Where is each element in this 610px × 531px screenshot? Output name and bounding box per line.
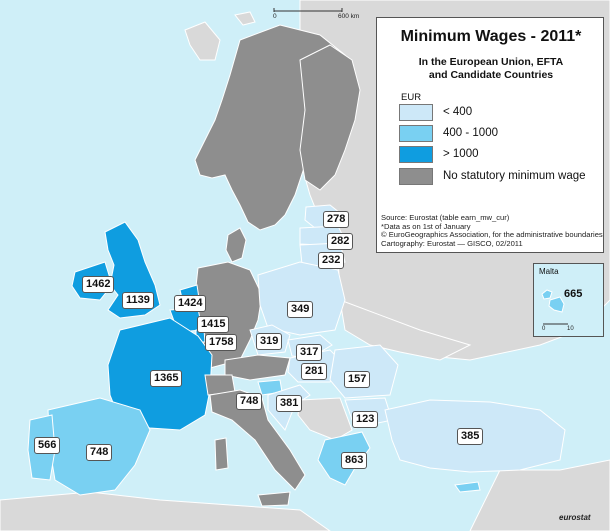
legend-label: > 1000 (443, 148, 479, 160)
note-line: *Data as on 1st of January (381, 221, 471, 231)
legend-item: > 1000 (399, 146, 599, 164)
middle-east (469, 459, 610, 531)
note-line: Cartography: Eurostat — GISCO, 02/2011 (381, 238, 523, 248)
value-label-slovenia: 748 (236, 393, 263, 410)
value-label-netherlands: 1424 (174, 295, 207, 312)
value-label-ireland: 1462 (82, 276, 115, 293)
malta-inset: Malta 665 0 10 (533, 263, 604, 337)
value-label-belgium: 1415 (197, 316, 230, 333)
value-label-croatia: 381 (276, 395, 303, 412)
value-label-spain: 748 (86, 444, 113, 461)
denmark-region (225, 227, 247, 263)
sicily-region (257, 491, 291, 507)
legend-label: 400 - 1000 (443, 127, 498, 139)
subtitle-line: In the European Union, EFTA (418, 56, 564, 68)
value-label-bulgaria: 123 (352, 411, 379, 428)
value-label-greece: 863 (341, 452, 368, 469)
legend-label: < 400 (443, 106, 473, 118)
value-label-poland: 349 (287, 301, 314, 318)
note-line: Source: Eurostat (table earn_mw_cur) (381, 213, 510, 222)
cyprus-region (454, 481, 481, 493)
gozo-island (541, 289, 553, 300)
scale-bar-zero: 0 (273, 13, 277, 20)
legend-label: No statutory minimum wage (443, 170, 586, 182)
legend-item: No statutory minimum wage (399, 168, 599, 186)
north-africa (0, 491, 331, 531)
malta-island (548, 296, 565, 313)
value-label-estonia: 278 (323, 211, 350, 228)
value-label-malta: 665 (564, 288, 583, 300)
value-label-slovakia: 317 (296, 344, 323, 361)
value-label-romania: 157 (344, 371, 371, 388)
malta-inset-map (541, 289, 568, 325)
legend-swatch (399, 125, 433, 142)
value-label-lithuania: 232 (318, 252, 345, 269)
legend-panel: Minimum Wages - 2011* In the European Un… (376, 17, 604, 253)
value-label-czech: 319 (256, 333, 283, 350)
malta-scale-zero: 0 (542, 326, 546, 332)
source-notes: Source: Eurostat (table earn_mw_cur) *Da… (381, 213, 603, 248)
legend-item: < 400 (399, 104, 599, 122)
subtitle-line: and Candidate Countries (428, 69, 554, 81)
iceland-faroe (184, 21, 221, 61)
note-line: © EuroGeographics Association, for the a… (381, 230, 603, 240)
value-label-luxembourg: 1758 (205, 334, 238, 351)
scale-bar-end: 600 km (338, 13, 360, 20)
malta-inset-title: Malta (539, 267, 559, 276)
value-label-france: 1365 (150, 370, 183, 387)
poland-region (257, 261, 346, 336)
map-subtitle: In the European Union, EFTA and Candidat… (377, 56, 605, 82)
legend-swatch (399, 104, 433, 121)
map-title: Minimum Wages - 2011* (400, 28, 582, 45)
value-label-portugal: 566 (34, 437, 61, 454)
value-label-uk: 1139 (122, 292, 154, 309)
svalbard (234, 11, 256, 26)
legend-swatch (399, 146, 433, 163)
malta-scale-ten: 10 (567, 326, 574, 332)
legend-item: 400 - 1000 (399, 125, 599, 143)
value-label-hungary: 281 (301, 363, 328, 380)
legend-swatch (399, 168, 433, 185)
legend-unit: EUR (401, 92, 422, 103)
ukraine-moldova (339, 299, 472, 361)
finland-region (299, 44, 361, 191)
sardinia-region (214, 437, 229, 471)
value-label-latvia: 282 (327, 233, 354, 250)
value-label-turkey: 385 (457, 428, 484, 445)
eurostat-logo: eurostat (559, 513, 591, 522)
